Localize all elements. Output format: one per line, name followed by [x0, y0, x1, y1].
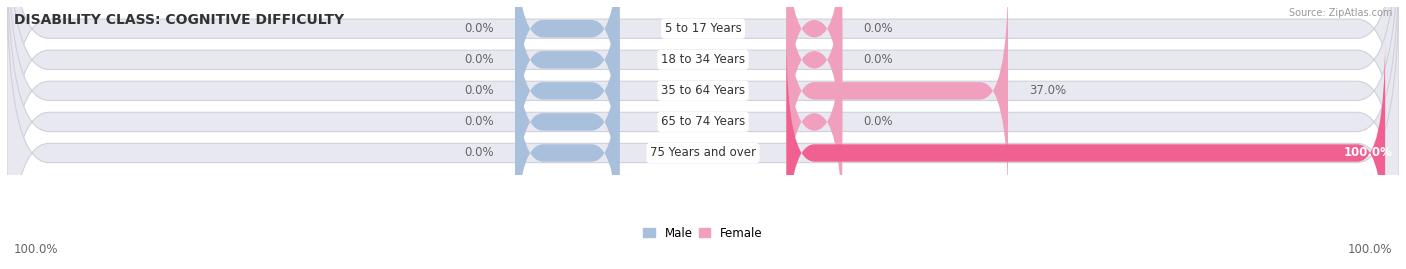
- Text: 0.0%: 0.0%: [464, 53, 494, 66]
- FancyBboxPatch shape: [786, 0, 842, 175]
- Text: 0.0%: 0.0%: [464, 147, 494, 160]
- Text: Source: ZipAtlas.com: Source: ZipAtlas.com: [1288, 8, 1392, 18]
- FancyBboxPatch shape: [515, 0, 620, 144]
- FancyBboxPatch shape: [786, 37, 1385, 269]
- Text: 100.0%: 100.0%: [14, 243, 59, 256]
- Text: 5 to 17 Years: 5 to 17 Years: [665, 22, 741, 35]
- FancyBboxPatch shape: [7, 0, 1399, 206]
- FancyBboxPatch shape: [786, 0, 1008, 206]
- FancyBboxPatch shape: [515, 6, 620, 238]
- Legend: Male, Female: Male, Female: [638, 222, 768, 244]
- Text: 0.0%: 0.0%: [464, 115, 494, 128]
- FancyBboxPatch shape: [515, 0, 620, 175]
- Text: 37.0%: 37.0%: [1029, 84, 1066, 97]
- FancyBboxPatch shape: [786, 6, 842, 238]
- FancyBboxPatch shape: [786, 0, 842, 144]
- Text: 0.0%: 0.0%: [863, 22, 893, 35]
- FancyBboxPatch shape: [7, 0, 1399, 268]
- Text: 100.0%: 100.0%: [1343, 147, 1392, 160]
- FancyBboxPatch shape: [7, 0, 1399, 237]
- Text: 75 Years and over: 75 Years and over: [650, 147, 756, 160]
- Text: 35 to 64 Years: 35 to 64 Years: [661, 84, 745, 97]
- Text: 100.0%: 100.0%: [1347, 243, 1392, 256]
- Text: 0.0%: 0.0%: [863, 53, 893, 66]
- FancyBboxPatch shape: [7, 0, 1399, 269]
- FancyBboxPatch shape: [515, 37, 620, 269]
- Text: DISABILITY CLASS: COGNITIVE DIFFICULTY: DISABILITY CLASS: COGNITIVE DIFFICULTY: [14, 13, 344, 27]
- FancyBboxPatch shape: [515, 0, 620, 206]
- Text: 65 to 74 Years: 65 to 74 Years: [661, 115, 745, 128]
- Text: 0.0%: 0.0%: [863, 115, 893, 128]
- Text: 0.0%: 0.0%: [464, 22, 494, 35]
- Text: 0.0%: 0.0%: [464, 84, 494, 97]
- FancyBboxPatch shape: [7, 0, 1399, 269]
- Text: 18 to 34 Years: 18 to 34 Years: [661, 53, 745, 66]
